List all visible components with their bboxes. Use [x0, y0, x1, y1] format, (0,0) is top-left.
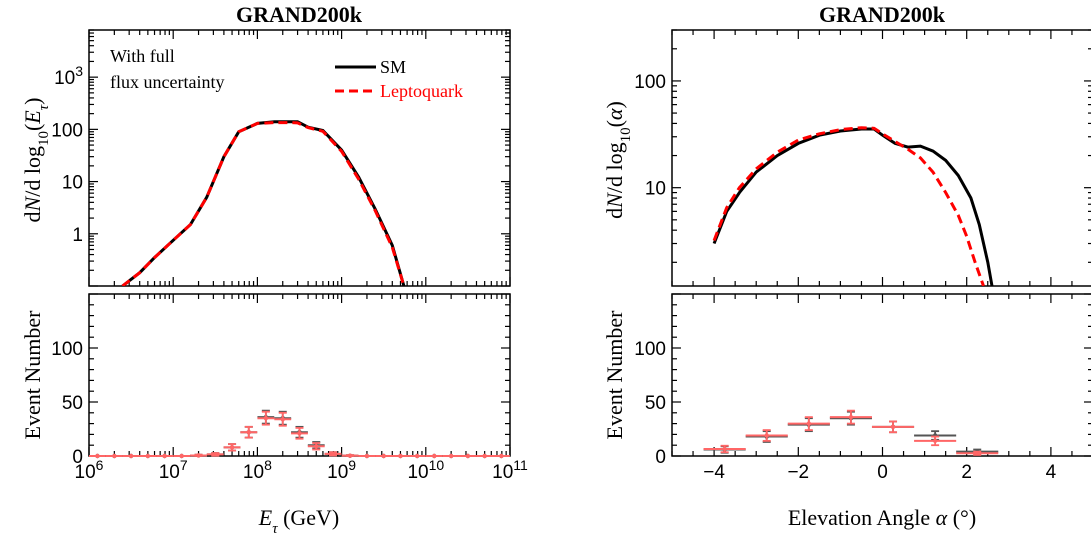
- bottom-left-xtick-label: 1010: [407, 457, 444, 483]
- bottom-right-ytick-label: 0: [655, 447, 666, 468]
- bottom-left-leptoquark-point: [213, 452, 218, 457]
- bottom-left-leptoquark-point: [128, 453, 134, 459]
- bottom-left-leptoquark-point: [432, 453, 437, 459]
- bottom-right-ytick-label: 50: [645, 393, 666, 414]
- bottom-left-leptoquark-point: [280, 417, 285, 422]
- bottom-left-xtick-label: 106: [75, 457, 104, 483]
- bottom-left-leptoquark-point: [465, 453, 471, 459]
- bottom-left-xtick-label: 108: [243, 457, 272, 483]
- bottom-left-ytick-label: 100: [51, 339, 83, 360]
- bottom-left-leptoquark-point: [482, 453, 487, 459]
- bottom-left-leptoquark-point: [347, 453, 353, 458]
- bottom-left-xtick-label: 109: [327, 457, 356, 483]
- bottom-left-xtick-label: 107: [159, 457, 188, 483]
- bottom-right-ytick-label: 100: [634, 339, 666, 360]
- bottom-left-leptoquark-point: [297, 431, 302, 436]
- bottom-left-leptoquark-point: [398, 453, 403, 459]
- bottom-left-leptoquark-point: [162, 453, 167, 459]
- ylabel-top-left: dN/d log10(Eτ): [20, 98, 52, 223]
- bottom-left-ytick-label: 0: [72, 447, 83, 468]
- bottom-right-leptoquark-point: [932, 438, 938, 444]
- bottom-left-leptoquark-point: [246, 430, 251, 435]
- frame-top-left: [88, 29, 511, 287]
- frame-bottom-right: [671, 293, 1091, 457]
- bottom-right-xtick-label: −4: [703, 462, 725, 483]
- bottom-right-xtick-label: 0: [877, 462, 888, 483]
- bottom-right-leptoquark-point: [764, 433, 769, 438]
- xlabel-bottom-right: Elevation Angle α (°): [788, 505, 976, 530]
- bottom-right-xtick-label: −2: [787, 462, 809, 483]
- bottom-left-leptoquark-point: [330, 451, 336, 457]
- top-right-series-leptoquark-line: [712, 126, 985, 286]
- top-right-ytick-label: 10: [645, 179, 666, 200]
- bottom-left-leptoquark-point: [499, 453, 504, 459]
- top-right-series-sm-line: [712, 127, 994, 286]
- bottom-right-leptoquark-point: [890, 424, 896, 430]
- legend: SM Leptoquark: [335, 57, 463, 101]
- bottom-right-xtick-label: 2: [961, 462, 972, 483]
- top-left-series-leptoquark-line: [121, 121, 406, 286]
- bottom-left-leptoquark-point: [196, 453, 201, 458]
- plot-layer: 1 10 100 103 10 100 106 107 108 109 1010 1011 0 50 100…: [51, 29, 1091, 483]
- bottom-left-leptoquark-point: [229, 445, 235, 450]
- bottom-left-leptoquark-point: [364, 453, 370, 459]
- bottom-right-leptoquark-point: [975, 451, 980, 456]
- bottom-left-leptoquark-point: [314, 444, 319, 449]
- top-left-ytick-label: 100: [51, 120, 83, 141]
- top-left-series-sm-line: [121, 120, 406, 286]
- annotation-line-2: flux uncertainty: [110, 72, 224, 92]
- legend-leptoquark-label: Leptoquark: [380, 81, 463, 101]
- top-right-ytick-label: 100: [634, 72, 666, 93]
- title-right: GRAND200k: [819, 2, 946, 27]
- ylabel-bottom-left: Event Number: [20, 310, 45, 440]
- bottom-left-leptoquark-point: [381, 453, 386, 459]
- frame-top-right: [671, 29, 1091, 287]
- bottom-left-leptoquark-point: [414, 453, 420, 459]
- bottom-right-xtick-label: 4: [1046, 462, 1057, 483]
- bottom-left-leptoquark-point: [263, 416, 269, 421]
- xlabel-bottom-left: Eτ (GeV): [258, 505, 340, 535]
- bottom-left-leptoquark-point: [95, 453, 100, 459]
- top-left-ytick-label: 1: [72, 225, 83, 246]
- bottom-left-ytick-label: 50: [62, 393, 83, 414]
- bottom-left-leptoquark-point: [112, 453, 117, 459]
- bottom-right-leptoquark-point: [806, 421, 812, 426]
- frame-bottom-left: [88, 293, 511, 457]
- bottom-right-leptoquark-point: [848, 414, 854, 420]
- bottom-right-leptoquark-point: [722, 446, 727, 452]
- annotation-line-1: With full: [110, 46, 175, 66]
- bottom-left-leptoquark-point: [448, 453, 454, 459]
- title-left: GRAND200k: [236, 2, 363, 27]
- ylabel-bottom-right: Event Number: [602, 310, 627, 440]
- bottom-left-xtick-label: 1011: [492, 457, 528, 483]
- ylabel-top-right: dN/d log10(α): [602, 101, 634, 219]
- top-left-ytick-label: 10: [62, 173, 83, 194]
- legend-sm-label: SM: [380, 57, 406, 77]
- bottom-left-leptoquark-point: [179, 453, 184, 459]
- top-left-ytick-label: 103: [54, 63, 83, 89]
- bottom-left-leptoquark-point: [145, 453, 151, 459]
